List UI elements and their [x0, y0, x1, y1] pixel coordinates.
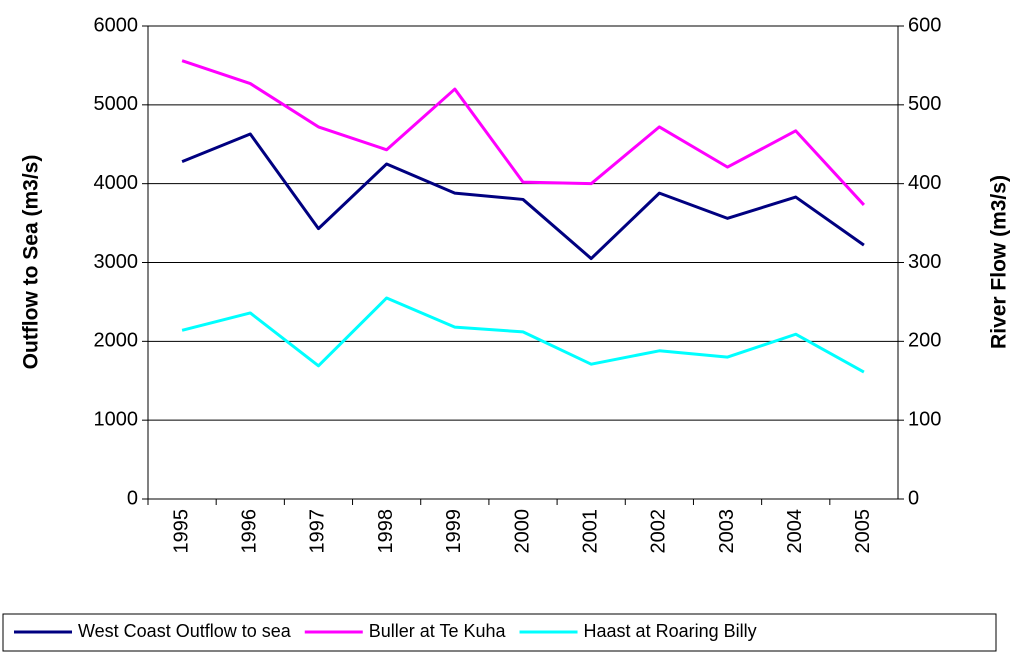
y2-tick-label: 400: [908, 172, 941, 194]
y2-tick-label: 600: [908, 14, 941, 36]
x-tick-label: 1997: [307, 509, 329, 554]
x-tick-label: 2000: [511, 509, 533, 554]
y2-tick-label: 100: [908, 408, 941, 430]
x-tick-label: 1995: [170, 509, 192, 554]
x-tick-label: 2002: [648, 509, 670, 554]
x-tick-label: 2004: [784, 509, 806, 554]
legend-label: West Coast Outflow to sea: [78, 621, 292, 641]
y-tick-label: 0: [127, 487, 138, 509]
y-axis-title: Outflow to Sea (m3/s): [20, 155, 43, 370]
y2-tick-label: 500: [908, 93, 941, 115]
y-tick-label: 3000: [94, 251, 139, 273]
y2-tick-label: 0: [908, 487, 919, 509]
x-tick-label: 2003: [716, 509, 738, 554]
series-line: [181, 296, 865, 374]
x-tick-label: 2005: [852, 509, 874, 554]
legend-label: Buller at Te Kuha: [369, 621, 507, 641]
x-tick-label: 1998: [375, 509, 397, 554]
x-tick-label: 1996: [239, 509, 261, 554]
y-tick-label: 4000: [94, 172, 139, 194]
y2-axis-title: River Flow (m3/s): [988, 175, 1011, 349]
legend-box: [2, 613, 997, 652]
series-line: [181, 59, 866, 206]
y-tick-label: 2000: [94, 330, 139, 352]
plot-frame: [147, 25, 899, 500]
y-tick-label: 1000: [94, 408, 139, 430]
y-tick-label: 6000: [94, 14, 139, 36]
legend: West Coast Outflow to sea Buller at Te Ku…: [2, 613, 997, 652]
y2-tick-label: 300: [908, 251, 941, 273]
y2-tick-label: 200: [908, 330, 941, 352]
y-tick-label: 5000: [94, 93, 139, 115]
x-tick-label: 1999: [443, 509, 465, 554]
x-tick-label: 2001: [579, 509, 601, 554]
legend-label: Haast at Roaring Billy: [584, 621, 757, 641]
series-line: [181, 132, 865, 261]
